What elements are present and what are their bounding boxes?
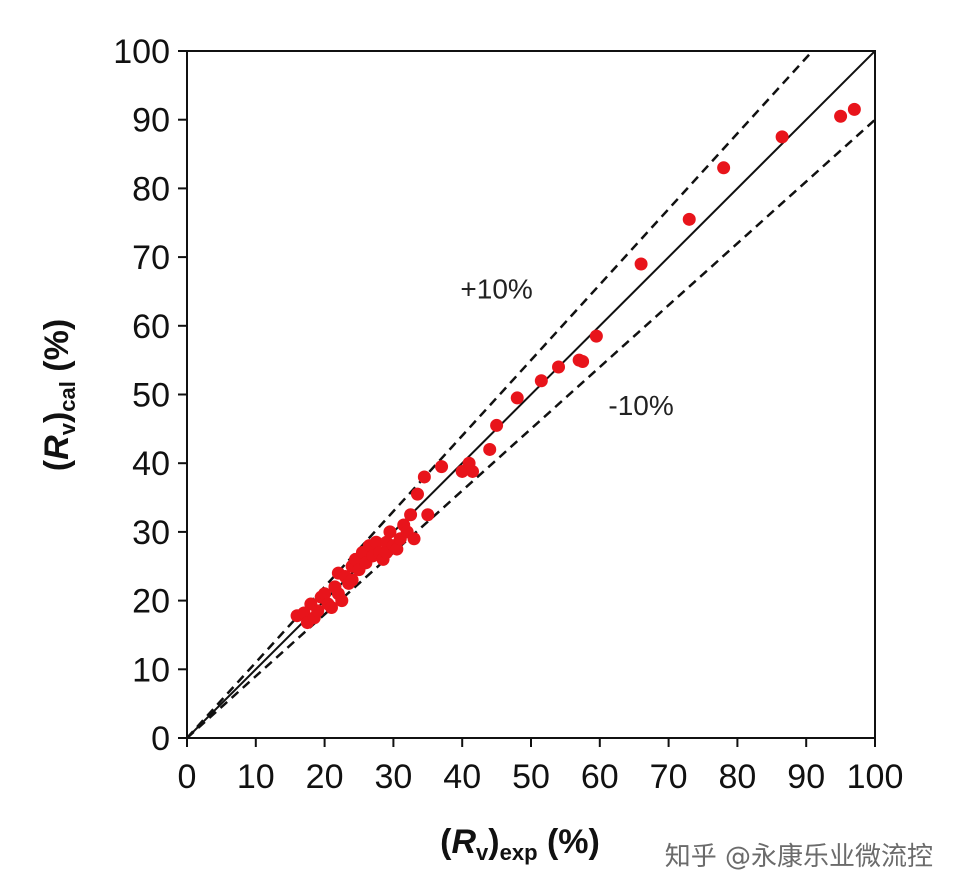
y-tick-label: 100 <box>113 33 170 71</box>
x-tick-label: 10 <box>237 758 275 796</box>
x-tick-label: 40 <box>443 758 481 796</box>
x-tick-label: 20 <box>306 758 344 796</box>
data-point <box>589 329 603 343</box>
data-point <box>369 535 383 549</box>
x-tick-label: 100 <box>847 758 904 796</box>
upper-band-label: +10% <box>460 273 532 304</box>
annotations: +10% -10% <box>460 273 673 421</box>
data-point <box>324 600 338 614</box>
reference-lines <box>187 51 875 738</box>
data-points <box>290 102 861 630</box>
data-point <box>717 161 731 175</box>
data-point <box>775 130 789 144</box>
data-point <box>335 594 349 608</box>
y-tick-label: 40 <box>132 445 170 483</box>
y-tick-label: 60 <box>132 308 170 346</box>
x-tick-label: 50 <box>512 758 550 796</box>
data-point <box>466 464 480 478</box>
y-axis: 0 10 20 30 40 50 60 70 80 90 100 <box>113 33 187 758</box>
data-point <box>421 508 435 522</box>
data-point <box>552 360 566 374</box>
data-point <box>417 470 431 484</box>
y-tick-label: 90 <box>132 102 170 140</box>
x-tick-label: 80 <box>718 758 756 796</box>
y-tick-label: 10 <box>132 651 170 689</box>
x-tick-label: 30 <box>374 758 412 796</box>
data-point <box>318 587 332 601</box>
y-tick-label: 50 <box>132 377 170 415</box>
data-point <box>383 525 397 539</box>
data-point <box>576 355 590 369</box>
x-tick-label: 0 <box>178 758 197 796</box>
data-point <box>345 573 359 587</box>
y-tick-label: 80 <box>132 170 170 208</box>
x-axis: 0 10 20 30 40 50 60 70 80 90 100 <box>178 738 904 796</box>
y-tick-label: 30 <box>132 514 170 552</box>
data-point <box>390 542 404 556</box>
y-axis-title: (Rv)cal (%) <box>38 319 80 471</box>
lower-reference-line <box>187 118 875 738</box>
y-tick-label: 70 <box>132 239 170 277</box>
data-point <box>847 102 861 116</box>
data-point <box>490 418 504 432</box>
y-tick-label: 20 <box>132 583 170 621</box>
x-tick-label: 90 <box>787 758 825 796</box>
x-tick-label: 60 <box>581 758 619 796</box>
data-point <box>834 109 848 123</box>
lower-band-label: -10% <box>608 390 673 421</box>
y-tick-label: 0 <box>151 720 170 758</box>
x-axis-title: (Rv)exp (%) <box>440 823 600 865</box>
x-tick-label: 70 <box>650 758 688 796</box>
data-point <box>483 442 497 456</box>
data-point <box>634 257 648 271</box>
data-point <box>682 212 696 226</box>
data-point <box>510 391 524 405</box>
data-point <box>311 604 325 618</box>
data-point <box>534 374 548 388</box>
data-point <box>407 532 421 546</box>
data-point <box>404 508 418 522</box>
parity-reference-line <box>187 51 875 738</box>
upper-reference-line <box>187 51 815 738</box>
data-point <box>410 487 424 501</box>
watermark: 知乎 @永康乐业微流控 <box>664 842 933 872</box>
data-point <box>435 460 449 474</box>
